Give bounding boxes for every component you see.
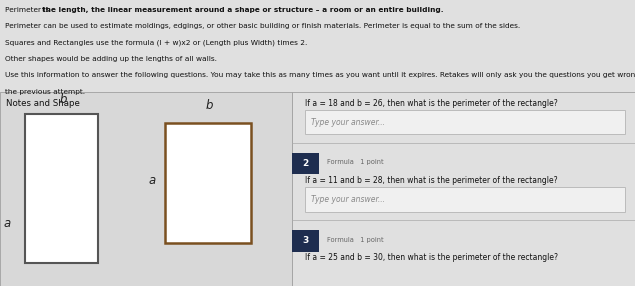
Text: Use this information to answer the following questions. You may take this as man: Use this information to answer the follo… (5, 72, 635, 78)
Text: b: b (60, 93, 67, 106)
Text: Perimeter can be used to estimate moldings, edgings, or other basic building or : Perimeter can be used to estimate moldin… (5, 23, 520, 29)
Text: the length, the linear measurement around a shape or structure – a room or an en: the length, the linear measurement aroun… (42, 7, 443, 13)
Bar (305, 110, 625, 134)
Bar (0, 0, 635, 92)
Text: Type your answer...: Type your answer... (311, 195, 385, 204)
Text: 2: 2 (302, 159, 309, 168)
Text: Squares and Rectangles use the formula (l + w)x2 or (Length plus Width) times 2.: Squares and Rectangles use the formula (… (5, 40, 307, 46)
Text: 3: 3 (302, 236, 309, 245)
Bar (292, 92, 635, 286)
Text: Notes and Shape: Notes and Shape (6, 99, 80, 108)
Text: the previous attempt.: the previous attempt. (5, 89, 85, 95)
Bar (25, 114, 98, 263)
Text: If a = 18 and b = 26, then what is the perimeter of the rectangle?: If a = 18 and b = 26, then what is the p… (305, 99, 558, 108)
Bar (0, 92, 292, 286)
Text: a: a (3, 217, 10, 230)
Text: b: b (206, 99, 213, 112)
Text: Formula   1 point: Formula 1 point (327, 160, 384, 165)
Bar (292, 230, 319, 252)
Text: Type your answer...: Type your answer... (311, 118, 385, 127)
Text: If a = 25 and b = 30, then what is the perimeter of the rectangle?: If a = 25 and b = 30, then what is the p… (305, 253, 558, 262)
Text: If a = 11 and b = 28, then what is the perimeter of the rectangle?: If a = 11 and b = 28, then what is the p… (305, 176, 558, 185)
Bar (165, 123, 251, 243)
Bar (305, 187, 625, 212)
Text: Formula   1 point: Formula 1 point (327, 237, 384, 243)
Bar (292, 153, 319, 174)
Text: Perimeter is: Perimeter is (5, 7, 51, 13)
Text: Other shapes would be adding up the lengths of all walls.: Other shapes would be adding up the leng… (5, 56, 217, 62)
Text: a: a (149, 174, 156, 187)
